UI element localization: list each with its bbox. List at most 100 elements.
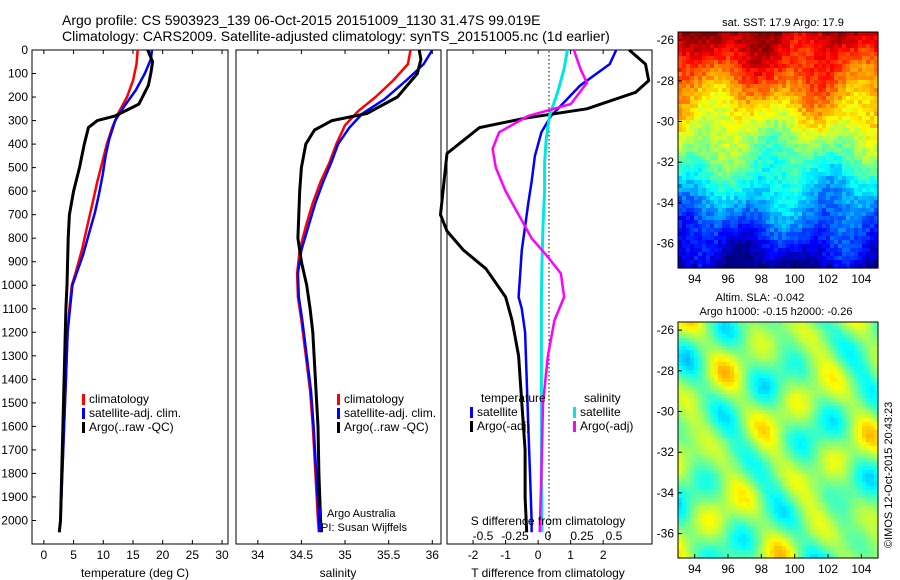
map-cell: [874, 96, 879, 101]
map-cell: [762, 152, 767, 157]
map-cell: [810, 442, 815, 447]
map-cell: [710, 56, 715, 61]
map-cell: [870, 414, 875, 419]
map-cell: [678, 414, 683, 419]
map-cell: [690, 204, 695, 209]
map-cell: [834, 256, 839, 261]
map-cell: [830, 136, 835, 141]
map-cell: [794, 366, 799, 371]
map-cell: [762, 224, 767, 229]
map-cell: [842, 92, 847, 97]
map-cell: [806, 402, 811, 407]
map-cell: [742, 180, 747, 185]
map-cell: [830, 184, 835, 189]
map-cell: [814, 402, 819, 407]
map-cell: [874, 330, 879, 335]
map-cell: [758, 462, 763, 467]
map-cell: [758, 40, 763, 45]
map-cell: [754, 418, 759, 423]
map-cell: [694, 264, 699, 269]
map-cell: [702, 48, 707, 53]
map-cell: [782, 164, 787, 169]
map-cell: [686, 96, 691, 101]
map-cell: [718, 32, 723, 37]
map-cell: [754, 442, 759, 447]
map-cell: [722, 236, 727, 241]
map-cell: [818, 96, 823, 101]
map-cell: [862, 410, 867, 415]
map-cell: [770, 156, 775, 161]
map-cell: [862, 248, 867, 253]
map-cell: [866, 200, 871, 205]
map-cell: [822, 192, 827, 197]
map-cell: [774, 450, 779, 455]
map-cell: [746, 140, 751, 145]
map-cell: [698, 148, 703, 153]
map-cell: [734, 414, 739, 419]
map-cell: [686, 216, 691, 221]
map-cell: [714, 382, 719, 387]
map-cell: [838, 88, 843, 93]
map-cell: [798, 188, 803, 193]
map-cell: [778, 410, 783, 415]
map-cell: [766, 112, 771, 117]
map-cell: [822, 334, 827, 339]
map-cell: [842, 160, 847, 165]
map-cell: [742, 378, 747, 383]
map-cell: [750, 52, 755, 57]
map-cell: [754, 430, 759, 435]
map-cell: [754, 72, 759, 77]
map-cell: [818, 48, 823, 53]
legend-swatch: [337, 394, 340, 405]
map-cell: [870, 204, 875, 209]
map-cell: [870, 458, 875, 463]
map-cell: [874, 390, 879, 395]
map-cell: [742, 192, 747, 197]
map-cell: [746, 442, 751, 447]
map-cell: [870, 188, 875, 193]
map-cell: [730, 346, 735, 351]
map-cell: [754, 466, 759, 471]
map-cell: [790, 204, 795, 209]
map-cell: [850, 124, 855, 129]
map-cell: [806, 140, 811, 145]
map-cell: [778, 184, 783, 189]
map-cell: [694, 252, 699, 257]
map-cell: [718, 208, 723, 213]
map-cell: [794, 358, 799, 363]
map-cell: [818, 144, 823, 149]
map-cell: [866, 354, 871, 359]
map-cell: [738, 84, 743, 89]
map-cell: [730, 208, 735, 213]
map-cell: [838, 196, 843, 201]
map-cell: [790, 104, 795, 109]
map-cell: [738, 156, 743, 161]
map-cell: [738, 374, 743, 379]
depth-tick-label: 1300: [1, 349, 28, 363]
map-cell: [850, 454, 855, 459]
map-cell: [754, 458, 759, 463]
map-cell: [702, 144, 707, 149]
map-cell: [802, 100, 807, 105]
map-cell: [826, 32, 831, 37]
map-cell: [762, 200, 767, 205]
map-cell: [678, 438, 683, 443]
map-cell: [678, 374, 683, 379]
map-cell: [714, 176, 719, 181]
map-cell: [810, 192, 815, 197]
map-cell: [798, 446, 803, 451]
map-cell: [802, 358, 807, 363]
map-cell: [862, 252, 867, 257]
map-cell: [814, 112, 819, 117]
map-cell: [854, 386, 859, 391]
map-cell: [682, 212, 687, 217]
map-cell: [870, 338, 875, 343]
map-cell: [874, 260, 879, 265]
map-cell: [822, 386, 827, 391]
map-cell: [786, 406, 791, 411]
map-cell: [690, 406, 695, 411]
map-cell: [806, 76, 811, 81]
map-cell: [866, 216, 871, 221]
map-cell: [762, 378, 767, 383]
map-cell: [718, 354, 723, 359]
